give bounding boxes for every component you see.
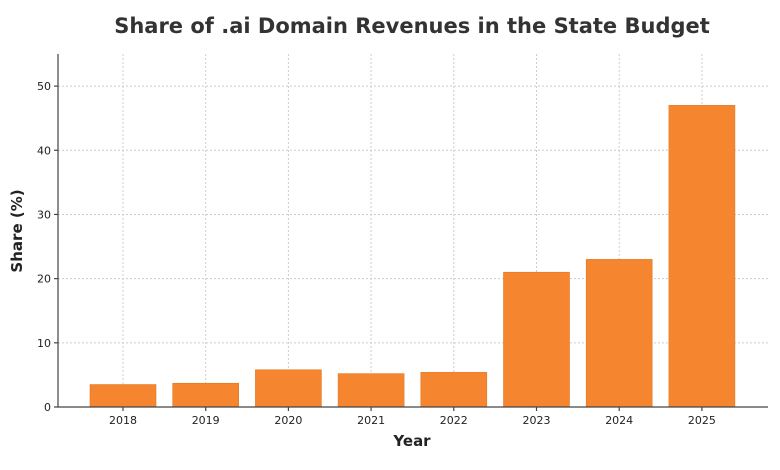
x-tick-label: 2019 [192,414,220,427]
y-tick-label: 30 [37,208,51,221]
x-tick-label: 2022 [440,414,468,427]
x-tick-label: 2024 [605,414,633,427]
x-tick-label: 2021 [357,414,385,427]
bar-2019 [172,382,239,408]
bar-2020 [255,369,322,408]
x-tick-label: 2018 [109,414,137,427]
bars [89,105,736,408]
bar-2023 [503,271,570,408]
y-tick-label: 20 [37,273,51,286]
y-tick-label: 0 [44,401,51,414]
bar-2021 [337,373,405,408]
bar-2024 [585,259,653,408]
x-tick-label: 2023 [523,414,551,427]
x-tick-label: 2025 [688,414,716,427]
bar-2018 [89,384,157,408]
bar-2022 [420,372,488,408]
tick-labels: 0 10 20 30 40 50 2018 2019 2020 2021 2022 2023 2024 2… [37,80,716,427]
x-tick-label: 2020 [274,414,302,427]
axes [54,54,768,411]
y-axis-label: Share (%) [8,189,26,272]
y-tick-label: 10 [37,337,51,350]
chart-title: Share of .ai Domain Revenues in the Stat… [114,14,710,38]
y-tick-label: 50 [37,80,51,93]
y-tick-label: 40 [37,144,51,157]
bar-2025 [668,105,736,408]
grid [58,54,768,407]
x-axis-label: Year [392,432,431,450]
